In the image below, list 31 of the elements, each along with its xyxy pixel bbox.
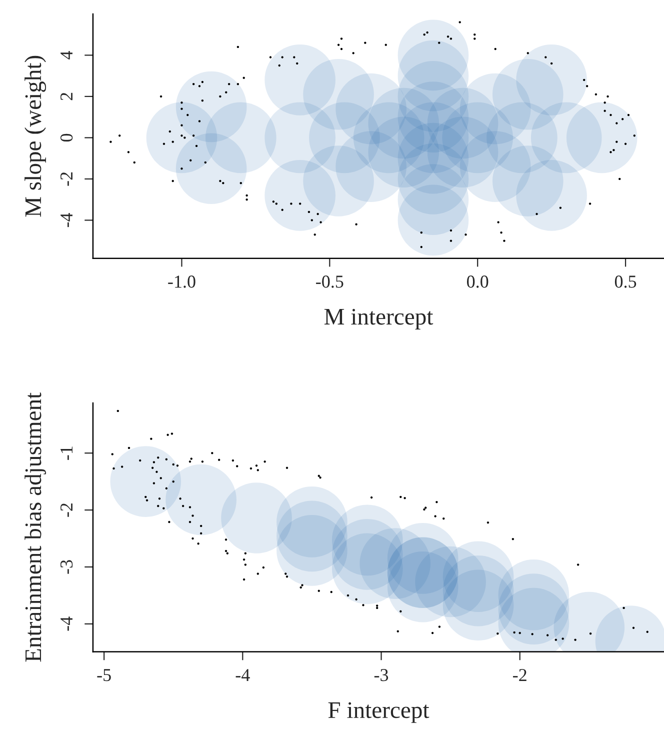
point (110, 446, 182, 517)
y-tick-label: -3 (60, 560, 73, 574)
y-tick-label: 2 (60, 92, 72, 100)
point (264, 160, 336, 231)
x-tick-label: -2 (513, 669, 526, 681)
x-tick-label: -0.5 (316, 276, 344, 288)
point (516, 160, 587, 231)
y-tick-label: 4 (60, 50, 72, 60)
x-tick-label: 0.5 (614, 276, 636, 288)
point (398, 20, 469, 91)
x-axis-title: M intercept (324, 308, 434, 330)
point (516, 44, 587, 116)
x-tick-label: -1.0 (168, 276, 196, 288)
y-tick-label: -1 (60, 446, 72, 460)
y-axis-title: Entrainment bias adjustment (24, 392, 46, 662)
y-tick-label: -2 (60, 172, 72, 186)
x-axis-title: F intercept (328, 702, 430, 723)
x-tick-label: 0.0 (467, 276, 488, 288)
point (264, 44, 336, 116)
y-tick-label: -2 (60, 503, 72, 517)
y-axis-title: M slope (weight) (24, 56, 46, 217)
point (176, 133, 247, 204)
point (566, 102, 638, 174)
x-tick-label: -4 (236, 669, 250, 681)
point (398, 184, 469, 256)
y-tick-label: -4 (60, 616, 72, 631)
y-tick-label: -4 (60, 212, 72, 228)
x-tick-label: -3 (374, 669, 388, 682)
point (166, 464, 236, 536)
x-tick-label: -5 (97, 669, 111, 682)
y-tick-label: 0 (60, 134, 73, 142)
